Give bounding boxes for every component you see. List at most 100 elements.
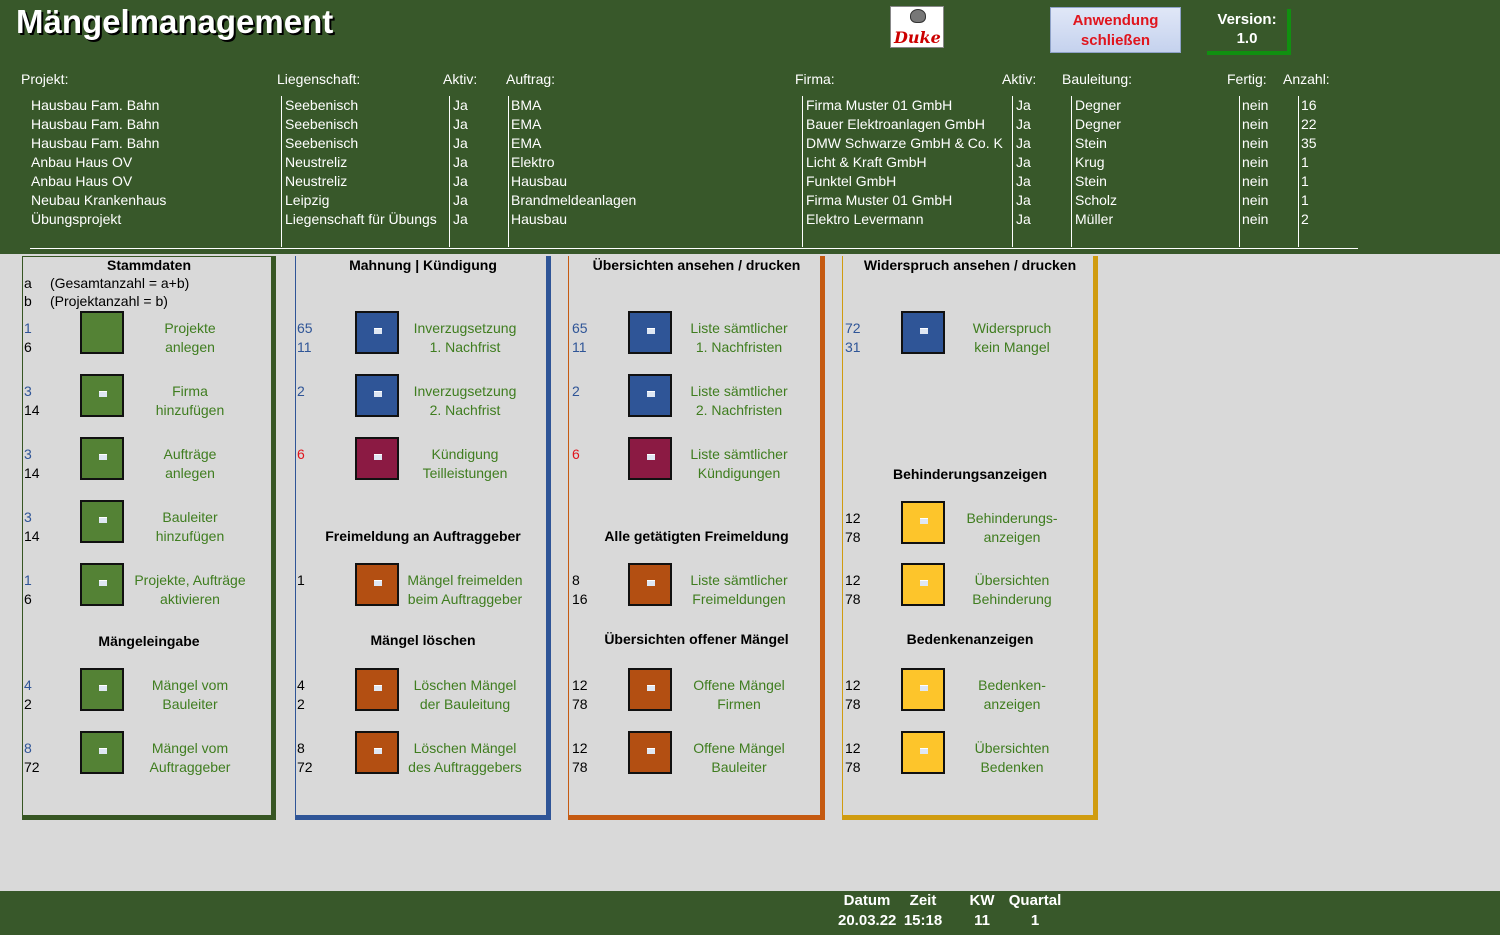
panel4-action-button-0[interactable]	[901, 311, 945, 354]
table-cell-auftrag[interactable]: Hausbau	[511, 173, 568, 189]
column-anzahl[interactable]: 16 22 35 1 1 1 2	[1298, 96, 1348, 247]
panel4-action-button-2[interactable]	[901, 563, 945, 606]
column-aktiv-firma[interactable]: Ja Ja Ja Ja Ja Ja Ja	[1012, 96, 1071, 247]
panel4-action-label-4[interactable]: Übersichten Bedenken	[974, 740, 1050, 775]
panel3-action-label-5[interactable]: Offene Mängel Bauleiter	[693, 740, 785, 775]
table-cell-liegenschaft[interactable]: Liegenschaft für Übungs	[285, 211, 437, 227]
table-cell-auftrag[interactable]: EMA	[511, 135, 542, 151]
table-cell-auftrag[interactable]: Brandmeldeanlagen	[511, 192, 637, 208]
panel3-action-label-3[interactable]: Liste sämtlicher Freimeldungen	[690, 572, 788, 607]
table-cell-projekt[interactable]: Hausbau Fam. Bahn	[31, 116, 160, 132]
panel3-action-button-1[interactable]	[628, 374, 672, 417]
table-cell-aktiv2[interactable]: Ja	[1016, 154, 1031, 170]
table-cell-anzahl[interactable]: 35	[1301, 135, 1317, 151]
column-projekt[interactable]: Hausbau Fam. Bahn Hausbau Fam. Bahn Hausba…	[31, 96, 281, 247]
table-cell-projekt[interactable]: Übungsprojekt	[31, 211, 122, 227]
panel4-action-label-1[interactable]: Behinderungs- anzeigen	[966, 510, 1058, 545]
table-cell-anzahl[interactable]: 1	[1301, 154, 1309, 170]
table-cell-anzahl[interactable]: 1	[1301, 173, 1309, 189]
table-cell-aktiv2[interactable]: Ja	[1016, 211, 1031, 227]
table-cell-fertig[interactable]: nein	[1242, 173, 1269, 189]
panel1-action-button-2[interactable]	[80, 437, 124, 480]
table-cell-firma[interactable]: Elektro Levermann	[806, 211, 924, 227]
panel4-action-label-2[interactable]: Übersichten Behinderung	[972, 572, 1052, 607]
table-cell-projekt[interactable]: Hausbau Fam. Bahn	[31, 97, 160, 113]
panel1-action-label-1[interactable]: Firma hinzufügen	[155, 383, 225, 418]
close-application-button[interactable]: Anwendung schließen	[1050, 7, 1181, 53]
table-cell-aktiv[interactable]: Ja	[453, 211, 468, 227]
panel1-action-label-5[interactable]: Mängel vom Bauleiter	[151, 677, 229, 712]
panel4-action-label-0[interactable]: Widerspruch kein Mangel	[972, 320, 1052, 355]
table-cell-liegenschaft[interactable]: Neustreliz	[285, 154, 348, 170]
table-cell-bauleitung[interactable]: Degner	[1075, 116, 1121, 132]
panel3-action-button-3[interactable]	[628, 563, 672, 606]
panel2-action-label-0[interactable]: Inverzugsetzung 1. Nachfrist	[413, 320, 517, 355]
column-aktiv[interactable]: Ja Ja Ja Ja Ja Ja Ja	[449, 96, 508, 247]
panel1-action-label-6[interactable]: Mängel vom Auftraggeber	[149, 740, 231, 775]
panel3-action-label-0[interactable]: Liste sämtlicher 1. Nachfristen	[690, 320, 788, 355]
table-cell-fertig[interactable]: nein	[1242, 135, 1269, 151]
table-cell-firma[interactable]: Bauer Elektroanlagen GmbH	[806, 116, 985, 132]
table-cell-bauleitung[interactable]: Müller	[1075, 211, 1114, 227]
panel2-action-button-3[interactable]	[355, 563, 399, 606]
column-firma[interactable]: Firma Muster 01 GmbH Bauer Elektroanlagen…	[802, 96, 1012, 247]
column-bauleitung[interactable]: Degner Degner Stein Krug Stein Scholz Müller	[1071, 96, 1239, 247]
panel1-action-label-3[interactable]: Bauleiter hinzufügen	[155, 509, 225, 544]
panel3-action-button-5[interactable]	[628, 731, 672, 774]
table-cell-projekt[interactable]: Hausbau Fam. Bahn	[31, 135, 160, 151]
panel2-action-label-1[interactable]: Inverzugsetzung 2. Nachfrist	[413, 383, 517, 418]
panel3-action-label-2[interactable]: Liste sämtlicher Kündigungen	[690, 446, 788, 481]
table-cell-firma[interactable]: Firma Muster 01 GmbH	[806, 192, 953, 208]
table-cell-fertig[interactable]: nein	[1242, 211, 1269, 227]
table-cell-firma[interactable]: Firma Muster 01 GmbH	[806, 97, 953, 113]
column-auftrag[interactable]: BMA EMA EMA Elektro Hausbau Brandmeldeanlagen…	[508, 96, 802, 247]
panel1-action-label-4[interactable]: Projekte, Aufträge aktivieren	[134, 572, 246, 607]
table-cell-auftrag[interactable]: Elektro	[511, 154, 555, 170]
table-cell-bauleitung[interactable]: Krug	[1075, 154, 1105, 170]
table-cell-aktiv2[interactable]: Ja	[1016, 116, 1031, 132]
panel3-action-button-2[interactable]	[628, 437, 672, 480]
table-cell-aktiv[interactable]: Ja	[453, 173, 468, 189]
table-cell-projekt[interactable]: Anbau Haus OV	[31, 173, 133, 189]
panel2-action-label-5[interactable]: Löschen Mängel des Auftraggebers	[408, 740, 522, 775]
table-cell-liegenschaft[interactable]: Seebenisch	[285, 135, 359, 151]
panel1-action-button-1[interactable]	[80, 374, 124, 417]
panel1-action-button-3[interactable]	[80, 500, 124, 543]
panel1-action-button-4[interactable]	[80, 563, 124, 606]
table-cell-aktiv2[interactable]: Ja	[1016, 97, 1031, 113]
panel2-action-button-1[interactable]	[355, 374, 399, 417]
table-cell-fertig[interactable]: nein	[1242, 97, 1269, 113]
table-cell-aktiv[interactable]: Ja	[453, 116, 468, 132]
table-cell-fertig[interactable]: nein	[1242, 116, 1269, 132]
panel4-action-button-4[interactable]	[901, 731, 945, 774]
column-fertig[interactable]: nein nein nein nein nein nein nein	[1239, 96, 1298, 247]
table-cell-aktiv2[interactable]: Ja	[1016, 135, 1031, 151]
panel3-action-label-1[interactable]: Liste sämtlicher 2. Nachfristen	[690, 383, 788, 418]
panel4-action-button-1[interactable]	[901, 501, 945, 544]
panel3-action-button-4[interactable]	[628, 668, 672, 711]
table-cell-bauleitung[interactable]: Scholz	[1075, 192, 1118, 208]
panel1-action-button-5[interactable]	[80, 668, 124, 711]
panel2-action-button-5[interactable]	[355, 731, 399, 774]
table-cell-firma[interactable]: Funktel GmbH	[806, 173, 897, 189]
table-cell-anzahl[interactable]: 1	[1301, 192, 1309, 208]
panel4-action-button-3[interactable]	[901, 668, 945, 711]
table-cell-auftrag[interactable]: Hausbau	[511, 211, 568, 227]
table-cell-liegenschaft[interactable]: Neustreliz	[285, 173, 348, 189]
table-cell-projekt[interactable]: Neubau Krankenhaus	[31, 192, 167, 208]
panel3-action-label-4[interactable]: Offene Mängel Firmen	[693, 677, 785, 712]
panel3-action-button-0[interactable]	[628, 311, 672, 354]
table-cell-aktiv2[interactable]: Ja	[1016, 173, 1031, 189]
table-cell-auftrag[interactable]: BMA	[511, 97, 542, 113]
table-cell-aktiv[interactable]: Ja	[453, 97, 468, 113]
table-cell-bauleitung[interactable]: Stein	[1075, 173, 1107, 189]
table-cell-fertig[interactable]: nein	[1242, 154, 1269, 170]
table-cell-firma[interactable]: Licht & Kraft GmbH	[806, 154, 927, 170]
table-cell-aktiv2[interactable]: Ja	[1016, 192, 1031, 208]
table-cell-auftrag[interactable]: EMA	[511, 116, 542, 132]
panel1-action-button-0[interactable]	[80, 311, 124, 354]
table-cell-anzahl[interactable]: 22	[1301, 116, 1317, 132]
table-cell-bauleitung[interactable]: Degner	[1075, 97, 1121, 113]
panel2-action-label-4[interactable]: Löschen Mängel der Bauleitung	[413, 677, 517, 712]
panel4-action-label-3[interactable]: Bedenken- anzeigen	[978, 677, 1046, 712]
